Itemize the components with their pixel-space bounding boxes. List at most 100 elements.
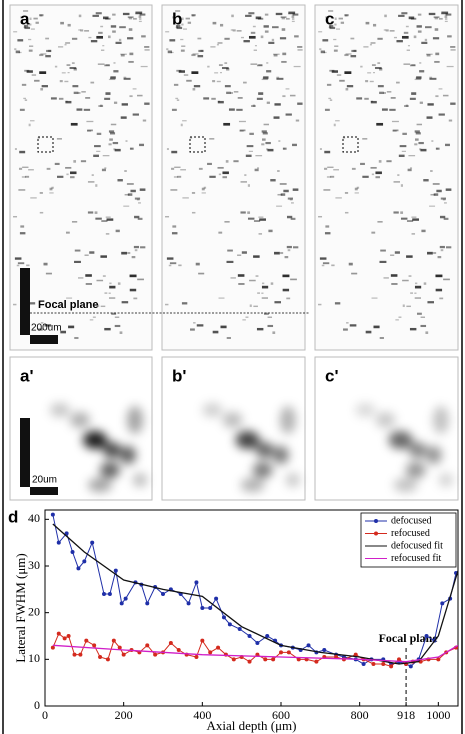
blob [88,478,112,492]
speckle [270,179,276,182]
speckle [256,327,264,331]
speckle [255,16,262,20]
speckle [176,69,182,72]
speckle [289,198,293,201]
speckle [166,257,174,260]
speckle [371,64,376,67]
speckle [398,14,405,17]
speckle [132,88,137,90]
speckle [200,49,204,52]
speckle [407,45,410,47]
speckle [365,21,370,25]
speckle [446,65,454,68]
speckle [129,52,134,56]
speckle [28,49,33,52]
speckle [230,277,236,279]
speckle [396,40,403,43]
speckle [71,62,75,65]
speckle [290,278,297,281]
speckle [276,76,280,79]
speckle [121,301,129,304]
speckle [380,249,386,252]
speckle [401,150,406,153]
speckle [14,148,17,151]
speckle [423,282,427,285]
speckle [170,189,178,191]
speckle [64,43,67,46]
speckle [14,48,17,51]
blob [222,412,243,428]
speckle [239,130,244,132]
speckle [389,108,396,111]
speckle [122,12,130,16]
speckle [426,54,431,57]
speckle [245,14,252,17]
speckle [426,116,433,119]
speckle [197,37,202,40]
speckle [102,16,109,20]
point [371,662,376,666]
speckle [266,70,272,73]
speckle [381,108,388,111]
speckle [247,184,250,187]
point [72,652,77,657]
speckle [285,113,292,116]
speckle [297,102,303,105]
speckle [195,262,200,266]
speckle [105,64,110,66]
speckle [277,170,280,172]
speckle [137,94,143,97]
speckle [212,80,216,83]
speckle [284,255,289,259]
speckle [93,154,99,158]
speckle [245,154,252,158]
speckle [318,31,323,33]
point [121,652,126,657]
speckle [411,233,416,235]
speckle [37,137,40,139]
speckle [249,279,256,282]
speckle [104,292,108,294]
point [168,641,173,645]
speckle [109,132,116,135]
speckle [100,255,107,258]
speckle [40,322,44,324]
speckle [140,246,146,249]
speckle [390,254,395,256]
speckle [428,12,436,16]
speckle [212,330,219,334]
point [194,655,199,659]
speckle [101,168,106,172]
speckle [391,283,398,285]
blob [70,412,90,428]
speckle [348,262,353,266]
speckle [411,92,417,95]
speckle [253,220,261,222]
speckle [28,38,32,41]
speckle [288,11,296,14]
speckle [76,108,83,111]
speckle [192,53,199,55]
speckle [73,160,77,163]
roi-box [37,136,54,153]
speckle [423,179,429,182]
speckle [178,264,182,267]
series-line [52,644,458,663]
speckle [89,251,95,254]
speckle [365,330,372,334]
blob [240,478,265,492]
point [105,657,110,662]
speckle [346,322,349,324]
speckle [402,132,407,135]
speckle [415,132,421,135]
speckle [263,312,269,315]
point [200,638,205,643]
speckle [439,215,446,219]
blob [255,442,274,458]
speckle [104,327,111,331]
speckle [351,272,358,275]
speckle [333,123,336,127]
speckle [112,141,119,145]
speckle [236,30,242,32]
speckle [144,46,150,48]
